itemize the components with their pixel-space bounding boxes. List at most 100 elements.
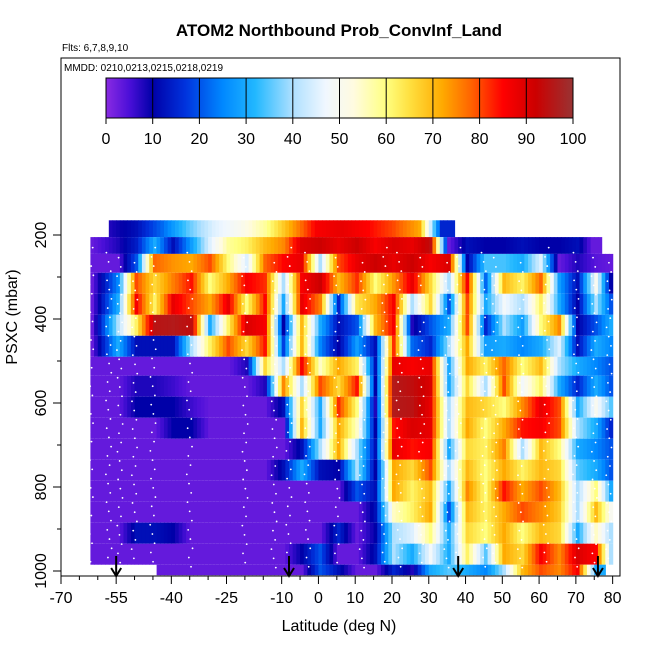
heatmap-cell — [380, 253, 386, 273]
track-dot — [444, 280, 447, 283]
heatmap-cell — [428, 522, 434, 544]
heatmap-cell — [208, 253, 213, 273]
heatmap-cell — [597, 237, 603, 254]
track-dot — [610, 520, 613, 523]
heatmap-cell — [384, 459, 389, 481]
heatmap-cell — [303, 459, 309, 481]
heatmap-cell — [259, 480, 264, 502]
heatmap-cell — [289, 375, 294, 397]
track-dot — [480, 427, 483, 430]
heatmap-cell — [594, 501, 599, 523]
heatmap-cell — [575, 543, 581, 565]
heatmap-cell — [252, 314, 257, 336]
heatmap-cell — [553, 438, 559, 460]
track-dot — [573, 455, 576, 457]
heatmap-cell — [303, 501, 309, 523]
heatmap-cell — [314, 375, 320, 397]
heatmap-cell — [403, 220, 408, 238]
heatmap-cell — [141, 253, 147, 273]
heatmap-cell — [340, 293, 345, 315]
heatmap-cell — [561, 356, 566, 376]
track-dot — [290, 394, 292, 397]
track-dot — [458, 440, 461, 443]
track-dot — [496, 497, 499, 499]
heatmap-cell — [557, 564, 562, 576]
heatmap-cell — [483, 375, 489, 397]
heatmap-cell — [200, 522, 206, 544]
colorbar-tick-label: 40 — [284, 131, 302, 148]
track-dot — [544, 255, 546, 258]
heatmap-cell — [564, 237, 570, 254]
heatmap-cell — [296, 220, 301, 238]
heatmap-cell — [108, 438, 114, 460]
track-dot — [337, 293, 340, 296]
heatmap-cell — [469, 459, 474, 481]
heatmap-cell — [417, 396, 423, 418]
heatmap-cell — [149, 396, 154, 418]
heatmap-cell — [358, 438, 364, 460]
heatmap-cell — [215, 501, 220, 523]
heatmap-cell — [539, 253, 544, 273]
heatmap-cell — [520, 356, 525, 376]
heatmap-cell — [550, 396, 555, 418]
track-dot — [360, 529, 363, 532]
heatmap-cell — [432, 293, 437, 315]
heatmap-cell — [425, 237, 430, 254]
heatmap-cell — [465, 375, 470, 397]
heatmap-cell — [344, 314, 349, 336]
x-tick-label: -40 — [160, 590, 183, 607]
track-dot — [386, 422, 389, 425]
track-dot — [608, 289, 611, 292]
heatmap-cell — [333, 253, 338, 273]
track-dot — [608, 437, 611, 440]
heatmap-cell — [557, 356, 562, 376]
heatmap-cell — [494, 501, 500, 523]
track-dot — [548, 422, 550, 425]
heatmap-cell — [204, 501, 209, 523]
heatmap-cell — [101, 293, 106, 315]
track-dot — [288, 265, 291, 267]
heatmap-cell — [336, 543, 342, 565]
heatmap-cell — [281, 417, 286, 439]
heatmap-cell — [108, 459, 114, 481]
heatmap-cell — [469, 253, 474, 273]
heatmap-cell — [215, 220, 220, 238]
heatmap-cell — [259, 417, 264, 439]
heatmap-cell — [322, 543, 327, 565]
track-dot — [517, 326, 520, 329]
heatmap-cell — [509, 314, 514, 336]
heatmap-cell — [553, 564, 559, 576]
track-dot — [545, 385, 548, 388]
heatmap-cell — [524, 480, 529, 502]
heatmap-cell — [222, 253, 228, 273]
heatmap-cell — [193, 480, 198, 502]
heatmap-cell — [443, 253, 448, 273]
heatmap-cell — [105, 459, 110, 481]
heatmap-cell — [285, 459, 290, 481]
heatmap-cell — [362, 501, 367, 523]
track-dot — [455, 403, 458, 406]
heatmap-cell — [141, 438, 147, 460]
heatmap-cell — [208, 501, 213, 523]
heatmap-cell — [535, 564, 540, 576]
heatmap-cell — [568, 522, 573, 544]
heatmap-cell — [505, 417, 511, 439]
heatmap-cell — [90, 272, 95, 294]
track-dot — [547, 246, 550, 249]
x-tick-label: 30 — [420, 590, 438, 607]
heatmap-cell — [292, 293, 297, 315]
track-dot — [519, 261, 522, 264]
heatmap-cell — [572, 564, 577, 576]
track-dot — [423, 423, 426, 425]
heatmap-cell — [344, 480, 349, 502]
track-dot — [150, 403, 153, 406]
heatmap-cell — [358, 543, 364, 565]
heatmap-cell — [152, 522, 158, 544]
heatmap-cell — [175, 543, 180, 565]
track-dot — [107, 556, 109, 559]
track-dot — [149, 302, 152, 304]
track-dot — [383, 385, 386, 388]
heatmap-cell — [138, 335, 143, 357]
track-dot — [363, 344, 366, 347]
track-dot — [307, 316, 310, 319]
